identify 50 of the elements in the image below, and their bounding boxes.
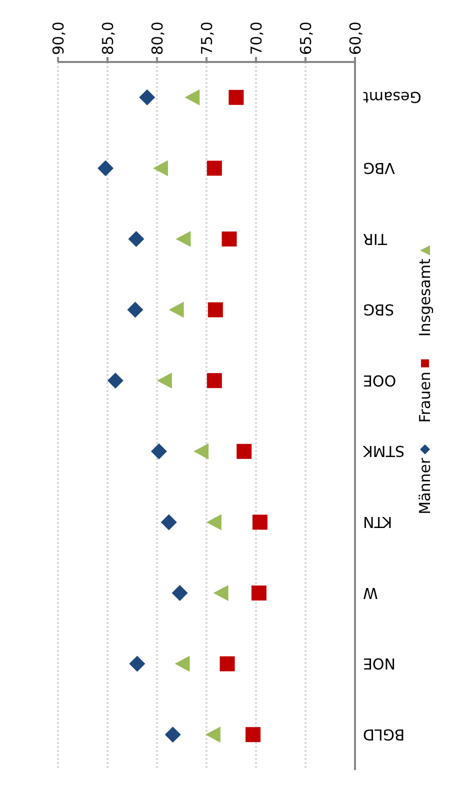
point: [246, 727, 261, 742]
legend-label: Frauen: [416, 370, 434, 423]
point: [98, 160, 114, 176]
point: [152, 160, 168, 176]
point: [213, 585, 228, 601]
point: [184, 89, 200, 106]
point: [236, 444, 252, 459]
point: [127, 302, 144, 318]
y-tick-label: W: [362, 584, 378, 602]
y-tick-label: BGLD: [363, 725, 405, 744]
point: [160, 514, 177, 530]
legend-label: Männer: [416, 456, 434, 514]
y-tick-label: SBG: [363, 300, 394, 319]
y-tick-label: VBG: [363, 158, 395, 177]
y-tick-label: Gesamt: [362, 88, 422, 106]
point: [251, 586, 266, 600]
point: [206, 373, 222, 388]
x-tick-label: 60,0: [346, 22, 364, 55]
point: [164, 726, 181, 743]
point: [172, 585, 188, 601]
point: [174, 656, 190, 672]
x-tick-label: 85,0: [98, 22, 117, 55]
x-tick-label: 80,0: [148, 22, 166, 55]
x-tick-label: 75,0: [198, 22, 216, 55]
x-tick-label: 70,0: [247, 22, 266, 55]
point: [222, 232, 237, 246]
point: [150, 443, 167, 460]
point: [194, 443, 209, 460]
y-tick-label: TIR: [363, 230, 388, 248]
point: [206, 514, 222, 530]
point: [139, 89, 156, 106]
point: [176, 231, 191, 247]
y-tick-label: NOE: [363, 654, 396, 673]
point: [252, 514, 268, 530]
point: [220, 656, 235, 672]
legend-label: Insgesamt: [416, 258, 434, 337]
point: [168, 302, 184, 318]
point: [128, 231, 144, 247]
x-tick-label: 65,0: [296, 22, 315, 55]
y-tick-label: OOE: [363, 371, 396, 390]
point: [208, 302, 223, 318]
point: [156, 372, 172, 389]
point: [205, 726, 220, 743]
y-tick-label: STMK: [362, 442, 404, 460]
point: [206, 160, 222, 176]
x-tick-label: 90,0: [49, 22, 68, 55]
point: [129, 656, 146, 672]
point: [228, 90, 244, 105]
point: [107, 372, 124, 389]
y-tick-label: KTN: [363, 512, 392, 531]
